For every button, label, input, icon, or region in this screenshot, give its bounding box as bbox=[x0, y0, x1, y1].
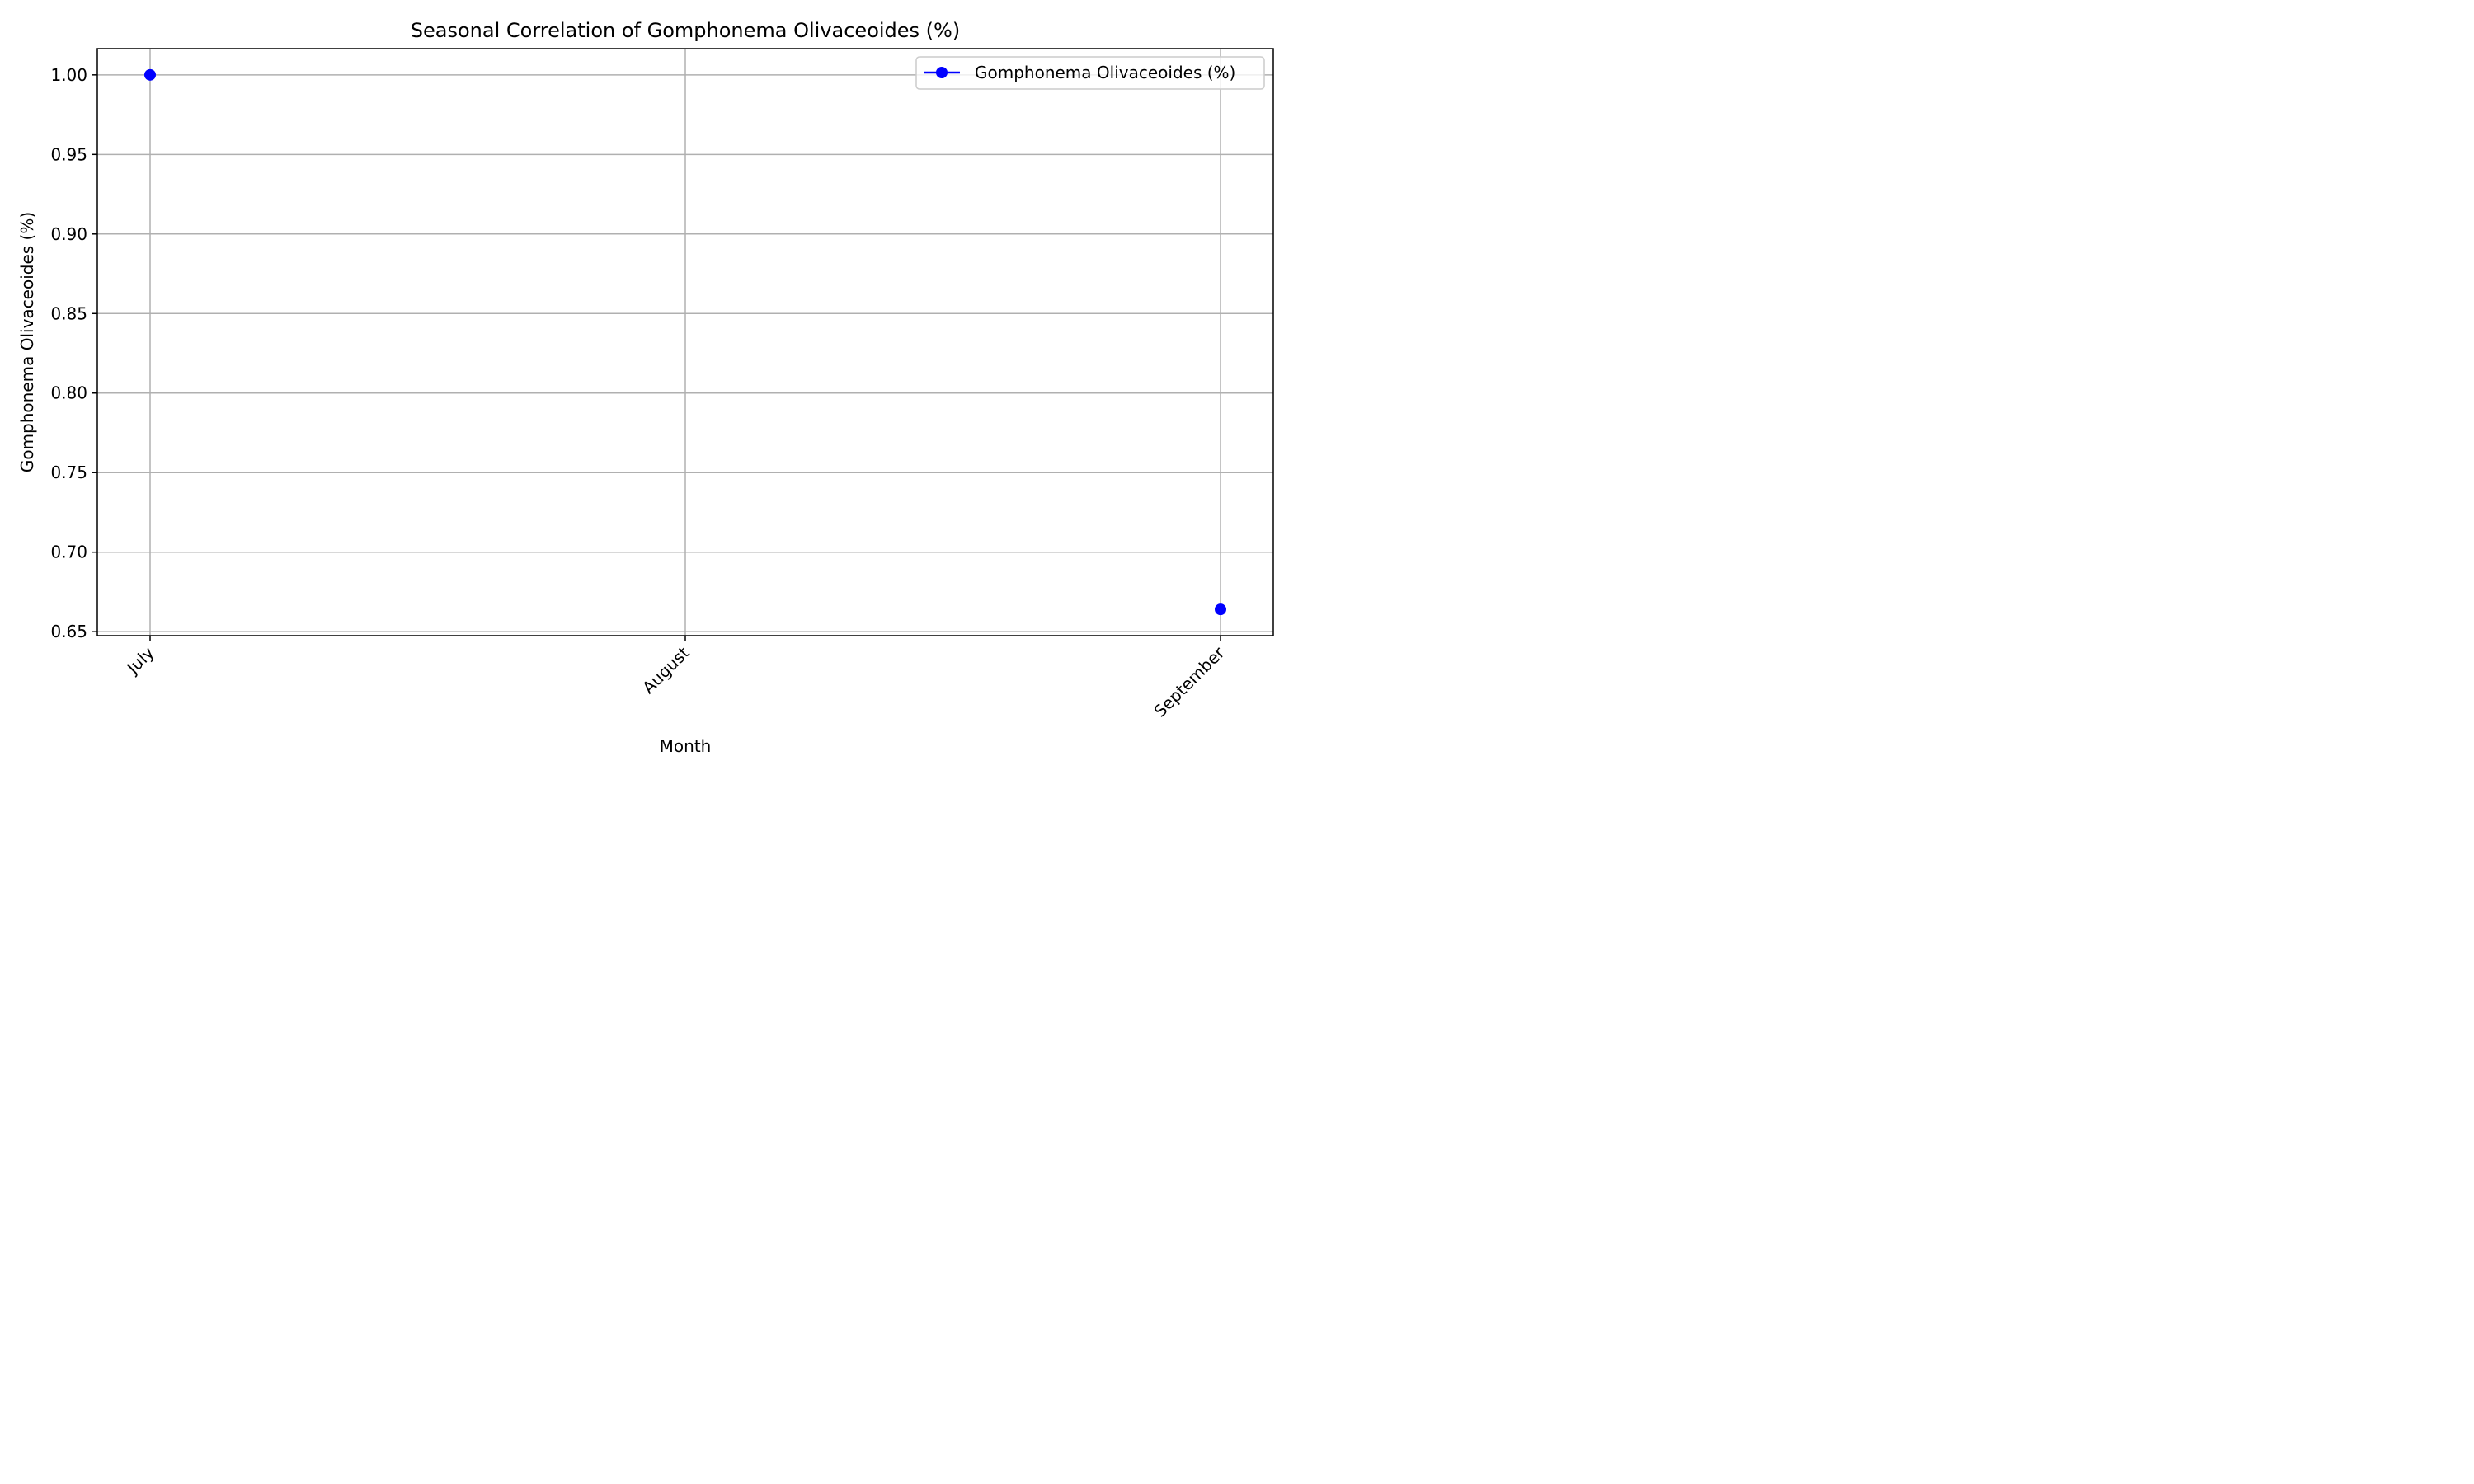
y-tick-label: 0.70 bbox=[50, 542, 87, 562]
y-tick-label: 0.80 bbox=[50, 383, 87, 403]
data-point bbox=[144, 68, 156, 81]
y-tick-label: 0.90 bbox=[50, 224, 87, 244]
y-tick-label: 1.00 bbox=[50, 65, 87, 85]
legend-frame bbox=[915, 56, 1265, 90]
x-axis-label: Month bbox=[660, 736, 712, 756]
chart: Seasonal Correlation of Gomphonema Oliva… bbox=[0, 0, 1289, 773]
y-axis: 0.65 0.70 0.75 0.80 0.85 0.90 0.95 1.00 bbox=[50, 65, 97, 641]
chart-background bbox=[0, 0, 1289, 773]
legend-label: Gomphonema Olivaceoides (%) bbox=[975, 63, 1235, 82]
legend: Gomphonema Olivaceoides (%) bbox=[915, 56, 1265, 90]
y-tick-label: 0.65 bbox=[50, 622, 87, 641]
y-tick-label: 0.85 bbox=[50, 303, 87, 323]
series-layer bbox=[144, 68, 1226, 616]
data-point bbox=[1215, 603, 1226, 616]
chart-title: Seasonal Correlation of Gomphonema Oliva… bbox=[411, 19, 960, 42]
legend-marker-swatch bbox=[936, 67, 948, 78]
y-tick-label: 0.75 bbox=[50, 463, 87, 482]
y-axis-label: Gomphonema Olivaceoides (%) bbox=[17, 212, 37, 472]
grid bbox=[97, 49, 1273, 636]
y-tick-label: 0.95 bbox=[50, 144, 87, 164]
